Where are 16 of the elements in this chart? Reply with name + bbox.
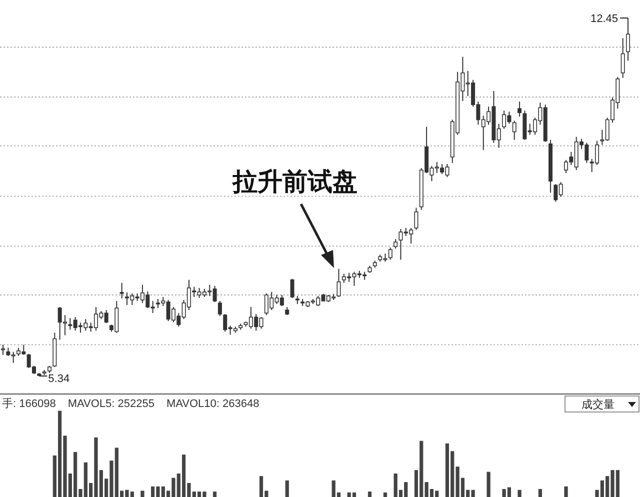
text: MAVOL5: 252255	[68, 398, 154, 410]
bar	[368, 492, 372, 497]
bar	[486, 472, 490, 497]
bar	[564, 486, 568, 497]
text: MAVOL10: 263648	[166, 398, 260, 410]
annotation: 拉升前试盘	[232, 168, 358, 196]
bar	[212, 492, 217, 497]
bar	[285, 480, 289, 497]
bar	[140, 490, 144, 497]
annotation: 12.45	[590, 13, 618, 25]
bar	[518, 490, 522, 497]
text: 手: 166098	[2, 397, 56, 410]
bar	[383, 492, 388, 497]
bar	[538, 489, 542, 497]
text: 成交量	[582, 398, 614, 411]
annotation: 5.34	[48, 373, 70, 385]
